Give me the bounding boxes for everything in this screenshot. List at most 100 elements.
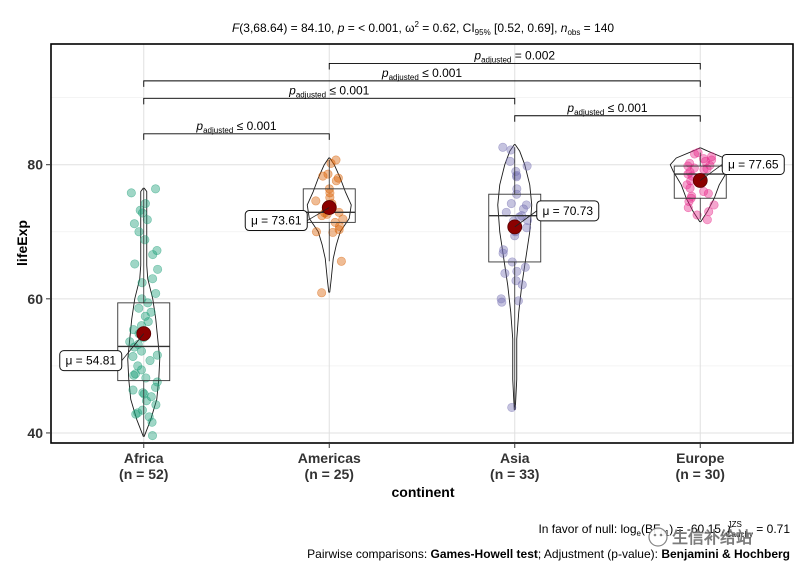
x-tick-label: Europe — [676, 450, 724, 466]
data-point — [140, 235, 150, 245]
data-point — [140, 311, 150, 321]
y-tick-label: 40 — [27, 425, 43, 441]
watermark-text: 生信补给站 — [672, 528, 752, 547]
wechat-icon-eye — [653, 533, 657, 537]
comparison-label: padjusted ≤ 0.001 — [381, 66, 463, 82]
comparison-bracket — [143, 133, 330, 140]
box — [673, 165, 727, 199]
data-point — [137, 278, 147, 288]
data-points — [125, 142, 719, 441]
data-point — [128, 351, 138, 361]
data-point — [311, 196, 321, 206]
data-point — [323, 169, 333, 179]
box — [488, 193, 542, 263]
mean-label-connector — [121, 333, 145, 361]
data-point — [709, 200, 719, 210]
subtitle-stat: 84.10 — [301, 21, 331, 35]
data-point — [151, 400, 161, 410]
data-point — [505, 156, 515, 166]
data-point — [147, 417, 157, 427]
data-point — [683, 203, 693, 213]
mean-label: μ = 54.81 — [65, 354, 116, 368]
data-point — [130, 259, 140, 269]
data-point — [147, 431, 157, 441]
comparison-label: padjusted ≤ 0.001 — [566, 101, 648, 117]
data-point — [129, 370, 139, 380]
data-point — [506, 145, 516, 155]
y-axis: 40 60 80 — [27, 157, 51, 441]
x-tick-label: Africa — [124, 450, 164, 466]
data-point — [685, 183, 695, 193]
subtitle-p: < 0.001 — [358, 21, 399, 35]
data-point — [512, 172, 522, 182]
mean-label-box — [721, 153, 785, 175]
subtitle-nobs-label: obs — [567, 28, 580, 37]
data-point — [141, 373, 151, 383]
comparison-bracket — [143, 80, 701, 87]
data-point — [151, 382, 161, 392]
data-point — [522, 223, 532, 233]
data-point — [141, 396, 151, 406]
comparison-label: padjusted = 0.002 — [473, 48, 555, 64]
caption-pairwise: Pairwise comparisons: Games-Howell test;… — [307, 547, 790, 561]
data-point — [338, 214, 348, 224]
data-point — [702, 164, 712, 174]
data-point — [148, 274, 158, 284]
data-point — [130, 369, 140, 379]
data-point — [152, 350, 162, 360]
data-point — [500, 268, 510, 278]
data-point — [331, 176, 341, 186]
mean-label: μ = 77.65 — [728, 157, 779, 171]
violin — [127, 187, 161, 437]
data-point — [497, 297, 507, 307]
mean-label-connector — [307, 207, 330, 221]
violins — [127, 144, 731, 437]
boxplots — [117, 147, 727, 436]
data-point — [326, 158, 336, 168]
data-point — [137, 405, 147, 415]
data-point — [690, 149, 700, 159]
data-point — [134, 227, 144, 237]
data-point — [496, 294, 506, 304]
x-tick-count: (n = 30) — [676, 466, 725, 482]
data-point — [699, 187, 709, 197]
data-point — [140, 199, 150, 209]
data-point — [151, 288, 161, 298]
data-point — [133, 408, 143, 418]
mean-label: μ = 73.61 — [251, 214, 302, 228]
mean-label-connector — [514, 210, 537, 228]
data-point — [512, 266, 522, 276]
data-point — [126, 188, 136, 198]
data-point — [134, 303, 144, 313]
data-point — [152, 377, 162, 387]
data-point — [498, 142, 508, 152]
data-point — [145, 356, 155, 366]
wechat-icon — [648, 527, 668, 547]
subtitle-ci: [0.52, 0.69] — [494, 21, 554, 35]
wechat-icon-eye — [659, 533, 663, 537]
mean-labels: μ = 54.81 μ = 73.61 μ = 70.73 μ = 77.65 — [59, 153, 785, 372]
x-axis-title: continent — [392, 484, 455, 500]
x-tick-count: (n = 33) — [490, 466, 539, 482]
y-tick-label: 60 — [27, 291, 43, 307]
comparison-bracket — [143, 97, 516, 105]
data-point — [153, 264, 163, 274]
data-point — [685, 158, 695, 168]
data-point — [506, 199, 516, 209]
data-point — [498, 248, 508, 258]
watermark: 生信补给站 — [648, 527, 752, 547]
data-point — [128, 385, 138, 395]
subtitle-omega: 0.62 — [433, 21, 457, 35]
box — [302, 188, 356, 223]
grid-lines — [51, 44, 793, 443]
data-point — [511, 276, 521, 286]
data-point — [702, 215, 712, 225]
comparison-label: padjusted ≤ 0.001 — [195, 119, 277, 135]
data-point — [704, 207, 714, 217]
data-point — [328, 227, 338, 237]
data-point — [143, 317, 153, 327]
comparison-brackets: padjusted ≤ 0.001 padjusted ≤ 0.001 padjus… — [143, 48, 701, 140]
data-point — [692, 210, 702, 220]
subtitle-df: (3,68.64) — [239, 21, 287, 35]
